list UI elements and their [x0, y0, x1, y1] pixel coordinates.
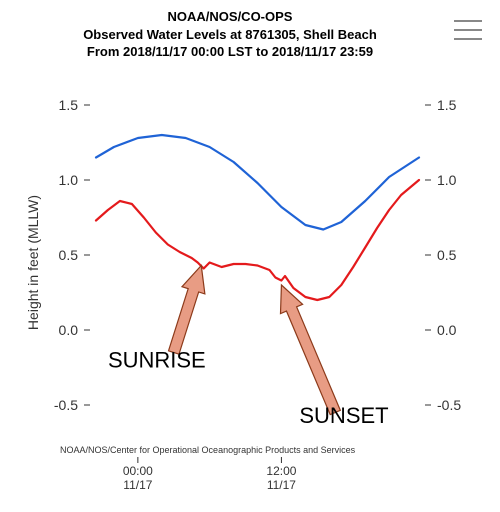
predicted-series — [96, 135, 419, 230]
svg-text:11/17: 11/17 — [267, 478, 296, 490]
chart-title: NOAA/NOS/CO-OPS Observed Water Levels at… — [0, 8, 460, 61]
svg-text:1.5: 1.5 — [437, 97, 457, 113]
svg-text:1.0: 1.0 — [59, 172, 79, 188]
water-level-chart: -0.5 -0.5 0.0 0.0 0.5 0.5 1.0 1.0 1.5 1.5 Height i… — [10, 60, 480, 490]
title-line-3: From 2018/11/17 00:00 LST to 2018/11/17 … — [0, 43, 460, 61]
chart-footer: NOAA/NOS/Center for Operational Oceanogr… — [60, 445, 356, 455]
svg-text:0.5: 0.5 — [59, 247, 79, 263]
svg-text:0.0: 0.0 — [59, 322, 79, 338]
svg-text:1.0: 1.0 — [437, 172, 457, 188]
svg-text:1.5: 1.5 — [59, 97, 79, 113]
svg-text:-0.5: -0.5 — [437, 397, 461, 413]
title-line-1: NOAA/NOS/CO-OPS — [0, 8, 460, 26]
svg-text:11/17: 11/17 — [123, 478, 152, 490]
title-line-2: Observed Water Levels at 8761305, Shell … — [0, 26, 460, 44]
svg-text:0.5: 0.5 — [437, 247, 457, 263]
sunrise-arrow-icon — [169, 266, 205, 355]
sunset-arrow-icon — [280, 285, 340, 415]
observed-series — [96, 180, 419, 300]
svg-text:00:00: 00:00 — [123, 464, 153, 478]
svg-text:-0.5: -0.5 — [54, 397, 78, 413]
hamburger-menu-icon[interactable] — [454, 20, 482, 40]
sunrise-label: SUNRISE — [108, 348, 206, 373]
y-axis-label: Height in feet (MLLW) — [25, 195, 41, 330]
sunset-label: SUNSET — [299, 403, 388, 428]
svg-text:0.0: 0.0 — [437, 322, 457, 338]
svg-text:12:00: 12:00 — [266, 464, 296, 478]
